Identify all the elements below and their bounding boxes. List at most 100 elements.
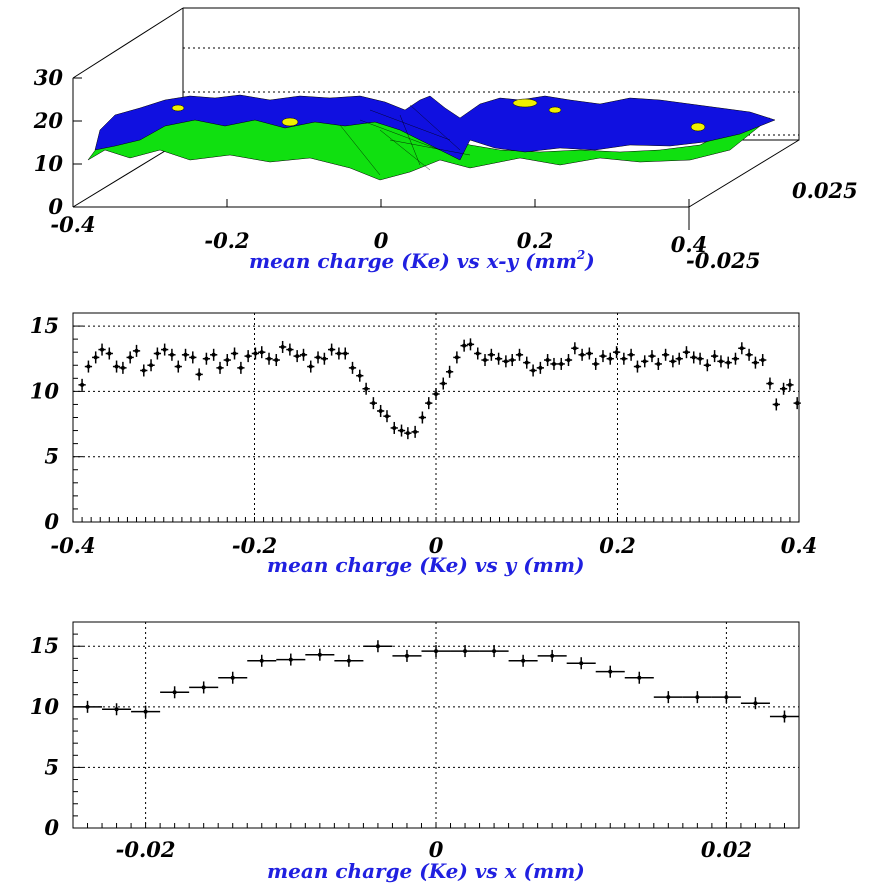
data-point <box>369 397 378 410</box>
data-point <box>334 654 364 667</box>
data-point <box>445 365 454 378</box>
data-point <box>363 640 393 653</box>
data-point <box>717 355 725 368</box>
data-point <box>724 356 732 369</box>
data-point <box>682 691 712 704</box>
data-point <box>508 354 516 367</box>
data-point <box>738 342 746 355</box>
data-point <box>585 347 593 360</box>
data-point <box>661 348 670 361</box>
data-point <box>690 351 698 364</box>
data-point <box>481 354 489 367</box>
x-tick-label: 0.4 <box>781 533 818 558</box>
data-point <box>189 351 197 364</box>
surface-y-tick-label: 0.025 <box>792 178 858 203</box>
data-point <box>98 343 106 356</box>
data-point <box>272 354 280 367</box>
data-point <box>474 347 482 360</box>
data-point <box>460 339 468 352</box>
data-point <box>161 343 169 356</box>
surface-z-tick-label: 10 <box>34 151 64 176</box>
data-point <box>624 671 654 684</box>
data-point <box>745 348 753 361</box>
data-point <box>105 347 113 360</box>
data-point <box>564 354 573 367</box>
data-point <box>543 354 552 367</box>
data-point <box>599 350 607 363</box>
x-tick-label: 0 <box>429 533 444 558</box>
data-point <box>592 357 600 370</box>
surface-y-tick-label: -0.025 <box>686 248 760 273</box>
data-point <box>654 357 662 370</box>
surface-x-tick-label: 0 <box>374 228 389 253</box>
data-point <box>404 427 412 440</box>
data-point <box>189 681 219 694</box>
surface-x-tick-label: 0.2 <box>517 228 554 253</box>
surface-peak-4 <box>171 104 185 112</box>
surface-x-tick-label: -0.2 <box>204 228 249 253</box>
data-point <box>341 347 349 360</box>
data-point <box>392 649 422 662</box>
data-point <box>335 347 343 360</box>
data-point <box>769 710 799 723</box>
data-point <box>383 410 391 423</box>
data-point <box>550 357 558 370</box>
data-point <box>751 356 760 369</box>
data-point <box>397 424 406 437</box>
data-point <box>439 377 447 390</box>
y-profile-title: mean charge (Ke) vs y (mm) <box>267 553 584 577</box>
data-point <box>529 364 537 377</box>
data-point <box>466 338 475 351</box>
data-point <box>348 361 357 374</box>
data-point <box>140 364 148 377</box>
surface-z-tick-label: 0 <box>48 194 63 219</box>
surface-x-tick-label: -0.4 <box>50 212 95 237</box>
data-point <box>314 351 322 364</box>
data-point <box>132 344 141 357</box>
data-point <box>218 671 248 684</box>
data-point <box>779 382 788 395</box>
data-point <box>786 378 794 391</box>
data-point <box>131 705 161 718</box>
data-point <box>703 359 711 372</box>
data-point <box>251 347 260 360</box>
data-point <box>675 352 683 365</box>
data-point <box>515 348 524 361</box>
x-tick-label: -0.02 <box>116 837 176 862</box>
data-point <box>237 361 245 374</box>
data-point <box>195 368 203 381</box>
data-point <box>210 348 218 361</box>
data-point <box>258 346 266 359</box>
data-point <box>502 355 510 368</box>
data-point <box>620 352 628 365</box>
data-point <box>740 697 770 710</box>
data-point <box>425 397 433 410</box>
surface-peak-3 <box>690 122 706 132</box>
data-point <box>731 352 740 365</box>
data-point <box>112 360 121 373</box>
data-point <box>595 665 625 678</box>
data-point <box>299 348 308 361</box>
data-point <box>102 703 132 716</box>
surface-title: mean charge (Ke) vs x-y (mm2) <box>249 248 595 273</box>
data-point <box>216 361 224 374</box>
data-point <box>168 348 176 361</box>
data-point <box>362 382 370 395</box>
data-point <box>202 352 211 365</box>
surface-axis-y <box>688 139 800 208</box>
data-point <box>669 355 677 368</box>
surface-x-tick-label: 0.4 <box>671 232 708 257</box>
surface-box-left-top <box>72 7 184 79</box>
surface-panel: 0 10 20 30 -0.4 -0.2 0 0.2 0.4 0.025 -0.025 mea… <box>33 7 858 273</box>
data-point <box>793 397 801 410</box>
x-profile-panel: 0 5 10 15 -0.02 0 0.02 mean charge (Ke) vs x … <box>30 621 800 883</box>
x-tick-label: -0.2 <box>232 533 277 558</box>
data-point <box>633 360 642 373</box>
x-tick-label: 0.2 <box>599 533 636 558</box>
y-profile-panel: 0 5 10 15 -0.4 -0.2 0 0.2 0.4 mean charge (Ke) … <box>30 312 818 577</box>
y-tick-label: 15 <box>30 313 59 338</box>
data-point <box>244 350 252 363</box>
data-point <box>557 357 565 370</box>
data-point <box>276 653 306 666</box>
data-point <box>320 352 329 365</box>
